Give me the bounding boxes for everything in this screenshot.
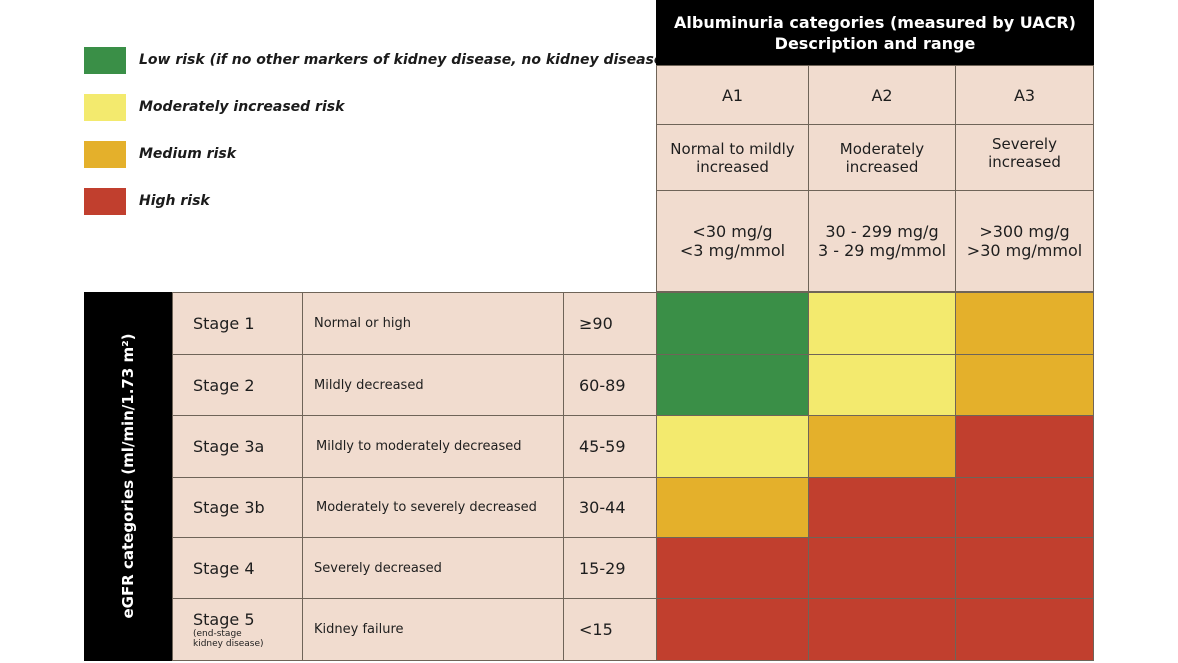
albuminuria-desc-a3: Severely increased [955,124,1094,191]
albuminuria-range-a1: <30 mg/g <3 mg/mmol [656,190,809,292]
stage-name: Stage 3a [172,415,303,478]
stage-name: Stage 1 [172,292,303,355]
stage-name: Stage 5 (end-stage kidney disease) [172,598,303,661]
stage-name-label: Stage 3b [193,498,265,517]
legend-label-high: High risk [139,193,210,209]
egfr-label-bar: eGFR categories (ml/min/1.73 m²) [84,292,173,661]
albuminuria-range-a1-line2: <3 mg/mmol [679,241,786,260]
stage-range: 15-29 [563,537,657,599]
risk-cell-stage3a-a1 [656,415,809,478]
albuminuria-header-line2: Description and range [774,33,976,53]
albuminuria-desc-a3-line1: Severely increased [988,135,1061,171]
albuminuria-desc-a1-line1: Normal to mildly [670,139,795,158]
risk-cell-stage5-a3 [955,598,1094,661]
albuminuria-desc-a2: Moderately increased [808,124,956,191]
albuminuria-code-a2: A2 [808,65,956,125]
albuminuria-range-a3-line1: >300 mg/g [979,222,1070,241]
stage-desc: Mildly to moderately decreased [302,415,564,478]
albuminuria-range-a2-line1: 30 - 299 mg/g [825,222,939,241]
legend-label-medium: Medium risk [139,146,237,162]
legend-swatch-moderate [84,94,126,121]
risk-cell-stage1-a2 [808,292,956,355]
stage-name-label: Stage 1 [193,314,255,333]
risk-cell-stage2-a2 [808,354,956,416]
stage-range: 30-44 [563,477,657,538]
stage-range: 60-89 [563,354,657,416]
stage-sub-line1: (end-stage [193,629,242,639]
risk-cell-stage5-a2 [808,598,956,661]
egfr-label: eGFR categories (ml/min/1.73 m²) [119,333,137,619]
risk-cell-stage3b-a3 [955,477,1094,538]
risk-cell-stage2-a1 [656,354,809,416]
legend-label-low: Low risk (if no other markers of kidney … [139,52,670,68]
legend-label-moderate: Moderately increased risk [139,99,345,115]
albuminuria-desc-a2-line2: increased [845,157,919,176]
albuminuria-code-a3: A3 [955,65,1094,125]
risk-cell-stage4-a1 [656,537,809,599]
albuminuria-range-a3: >300 mg/g >30 mg/mmol [955,190,1094,292]
stage-name-label: Stage 4 [193,558,255,578]
legend-swatch-high [84,188,126,215]
stage-sub-line2: kidney disease) [193,639,264,649]
albuminuria-header: Albuminuria categories (measured by UACR… [656,0,1094,65]
stage-desc: Kidney failure [302,598,564,661]
albuminuria-desc-a1: Normal to mildly increased [656,124,809,191]
risk-cell-stage3a-a2 [808,415,956,478]
stage-name: Stage 4 [172,537,303,599]
risk-cell-stage3b-a2 [808,477,956,538]
risk-cell-stage4-a3 [955,537,1094,599]
legend-swatch-low [84,47,126,74]
stage-desc: Severely decreased [302,537,564,599]
albuminuria-range-a2-line2: 3 - 29 mg/mmol [817,241,947,260]
stage-desc: Mildly decreased [302,354,564,416]
stage-name-label: Stage 2 [193,375,255,395]
stage-range: ≥90 [563,292,657,355]
stage-name: Stage 3b [172,477,303,538]
albuminuria-desc-a2-line1: Moderately [839,139,925,158]
albuminuria-range-a2: 30 - 299 mg/g 3 - 29 mg/mmol [808,190,956,292]
albuminuria-range-a3-line2: >30 mg/mmol [966,241,1083,260]
stage-name-label: Stage 3a [193,437,265,456]
stage-desc: Moderately to severely decreased [302,477,564,538]
albuminuria-header-line1: Albuminuria categories (measured by UACR… [674,12,1076,32]
legend-swatch-medium [84,141,126,168]
risk-cell-stage4-a2 [808,537,956,599]
stage-range: <15 [563,598,657,661]
risk-cell-stage3b-a1 [656,477,809,538]
risk-cell-stage5-a1 [656,598,809,661]
albuminuria-range-a1-line1: <30 mg/g [692,222,773,241]
risk-cell-stage2-a3 [955,354,1094,416]
risk-cell-stage1-a1 [656,292,809,355]
stage-range: 45-59 [563,415,657,478]
risk-cell-stage1-a3 [955,292,1094,355]
risk-cell-stage3a-a3 [955,415,1094,478]
albuminuria-desc-a1-line2: increased [696,157,769,176]
albuminuria-code-a1: A1 [656,65,809,125]
stage-desc: Normal or high [302,292,564,355]
stage-name: Stage 2 [172,354,303,416]
stage-name-label: Stage 5 [193,610,255,629]
